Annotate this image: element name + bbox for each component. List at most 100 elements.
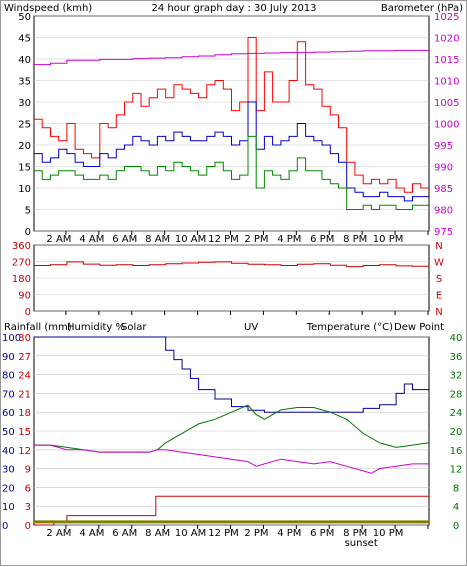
series-gust: [34, 37, 429, 193]
barometer-tick-label: 1010: [434, 77, 459, 88]
humidity-tick-label: 80: [2, 371, 15, 382]
series-wind_avg: [34, 101, 429, 202]
wind-tick-label: 35: [18, 77, 31, 88]
humidity-tick-label: 40: [2, 446, 15, 457]
rain-tick-label: 30: [18, 333, 31, 344]
humidity-tick-label: 60: [2, 408, 15, 419]
barometer-tick-label: 995: [434, 141, 453, 152]
humidity-tick-label: 10: [2, 502, 15, 513]
rain-tick-label: 24: [18, 371, 31, 382]
barometer-tick-label: 1015: [434, 55, 459, 66]
uv-label: UV: [244, 322, 258, 333]
barometer-tick-label: 1005: [434, 98, 459, 109]
rain-tick-label: 12: [18, 446, 31, 457]
time-tick-label: 6 AM: [112, 234, 137, 245]
barometer-tick-label: 1000: [434, 120, 459, 131]
temperature-tick-label: 8: [453, 483, 459, 494]
wind-tick-label: 25: [18, 120, 31, 131]
wind-barometer-panel: 0510152025303540455097598098599099510001…: [18, 12, 459, 255]
compass-label: N: [435, 241, 442, 252]
barometer-tick-label: 980: [434, 206, 453, 217]
rainfall-label: Rainfall (mm): [4, 322, 72, 333]
humidity-tick-label: 20: [2, 483, 15, 494]
time-tick-label: 6 AM: [112, 528, 137, 539]
temperature-tick-label: 32: [450, 371, 463, 382]
barometer-tick-label: 1020: [434, 34, 459, 45]
time-tick-label: 2 PM: [244, 234, 268, 245]
time-tick-label: 12 PM: [208, 234, 239, 245]
rain-tick-label: 9: [25, 465, 31, 476]
series-wind_min: [34, 135, 429, 210]
rain-tick-label: 21: [18, 389, 31, 400]
compass-label: E: [436, 291, 442, 302]
time-tick-label: 10 PM: [373, 234, 404, 245]
time-tick-label: 8 AM: [145, 528, 170, 539]
temperature-tick-label: 0: [453, 521, 459, 532]
temperature-tick-label: 28: [450, 389, 463, 400]
humidity-tick-label: 30: [2, 465, 15, 476]
barometer-axis-title: Barometer (hPa): [381, 3, 463, 14]
temperature-label: Temperature (°C): [306, 322, 393, 333]
rain-tick-label: 3: [25, 502, 31, 513]
barometer-tick-label: 985: [434, 184, 453, 195]
rain-tick-label: 0: [25, 521, 31, 532]
compass-label: W: [434, 258, 444, 269]
time-tick-label: 4 AM: [79, 528, 104, 539]
wind-tick-label: 0: [25, 227, 31, 238]
direction-tick-label: 0: [25, 307, 31, 318]
wind-tick-label: 10: [18, 184, 31, 195]
time-tick-label: 2 AM: [46, 528, 71, 539]
series-barometer: [34, 49, 429, 66]
time-tick-label: 8 PM: [343, 528, 367, 539]
sunset-label: sunset: [345, 538, 378, 549]
humidity-tick-label: 70: [2, 389, 15, 400]
series-humidity: [34, 336, 429, 413]
direction-tick-label: 270: [12, 258, 31, 269]
time-tick-label: 10 AM: [175, 528, 206, 539]
barometer-tick-label: 990: [434, 163, 453, 174]
rain-tick-label: 27: [18, 352, 31, 363]
direction-tick-label: 90: [18, 291, 31, 302]
wind-tick-label: 45: [18, 34, 31, 45]
wind-tick-label: 20: [18, 141, 31, 152]
humidity-tick-label: 50: [2, 427, 15, 438]
rain-tick-label: 6: [25, 483, 31, 494]
wind-tick-label: 5: [25, 206, 31, 217]
time-tick-label: 4 AM: [79, 234, 104, 245]
temperature-tick-label: 24: [450, 408, 463, 419]
time-tick-label: 12 PM: [208, 528, 239, 539]
humidity-tick-label: 100: [2, 333, 21, 344]
solar-label: Solar: [121, 322, 147, 333]
dew-point-label: Dew Point: [394, 322, 444, 333]
rain-humidity-temp-panel: 0102030405060708090100036912151821242730…: [2, 333, 462, 549]
time-tick-label: 4 PM: [277, 528, 301, 539]
time-tick-label: 8 PM: [343, 234, 367, 245]
temperature-tick-label: 16: [450, 446, 463, 457]
wind-axis-title: Windspeed (kmh): [4, 3, 92, 14]
humidity-tick-label: 0: [2, 521, 8, 532]
series-dew_point: [34, 444, 429, 474]
compass-label: S: [436, 274, 442, 285]
time-tick-label: 8 AM: [145, 234, 170, 245]
wind-tick-label: 50: [18, 12, 31, 23]
wind-tick-label: 30: [18, 98, 31, 109]
time-tick-label: 6 PM: [310, 528, 334, 539]
rain-tick-label: 15: [18, 427, 31, 438]
humidity-label: Humidity %: [67, 322, 125, 333]
barometer-tick-label: 975: [434, 227, 453, 238]
humidity-tick-label: 90: [2, 352, 15, 363]
time-tick-label: 2 PM: [244, 528, 268, 539]
time-tick-label: 2 AM: [46, 234, 71, 245]
direction-tick-label: 180: [12, 274, 31, 285]
temperature-tick-label: 12: [450, 465, 463, 476]
temperature-tick-label: 20: [450, 427, 463, 438]
wind-tick-label: 40: [18, 55, 31, 66]
wind-tick-label: 15: [18, 163, 31, 174]
barometer-tick-label: 1025: [434, 12, 459, 23]
rain-tick-label: 18: [18, 408, 31, 419]
direction-tick-label: 360: [12, 241, 31, 252]
temperature-tick-label: 40: [450, 333, 463, 344]
